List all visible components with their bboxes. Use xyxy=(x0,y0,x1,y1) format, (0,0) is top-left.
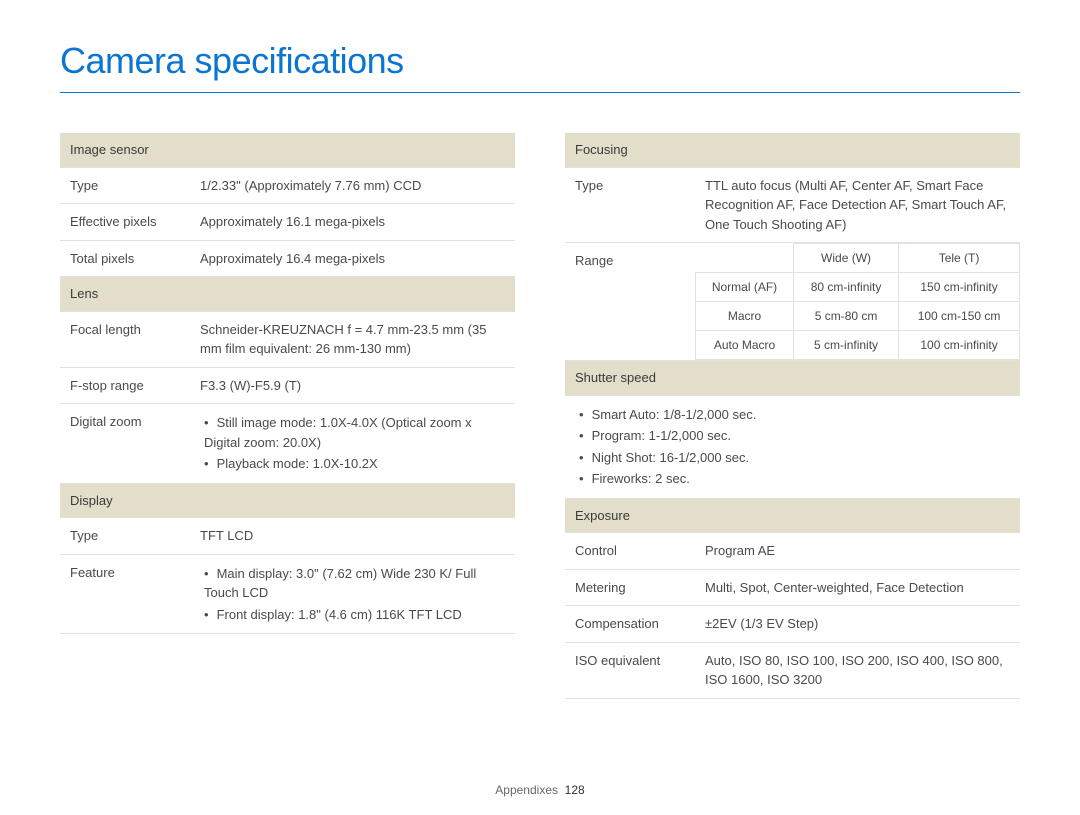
spec-label: Total pixels xyxy=(60,240,190,277)
table-cell: 150 cm-infinity xyxy=(899,273,1020,302)
spec-value: Auto, ISO 80, ISO 100, ISO 200, ISO 400,… xyxy=(695,642,1020,698)
table-cell xyxy=(696,244,794,273)
spec-label: Compensation xyxy=(565,606,695,643)
section-header: Exposure xyxy=(565,498,1020,533)
spec-value: Approximately 16.4 mega-pixels xyxy=(190,240,515,277)
spec-label: Digital zoom xyxy=(60,404,190,484)
section-header: Lens xyxy=(60,277,515,312)
list-item: Program: 1-1/2,000 sec. xyxy=(579,425,1010,447)
spec-value: F3.3 (W)-F5.9 (T) xyxy=(190,367,515,404)
list-item: Main display: 3.0" (7.62 cm) Wide 230 K/… xyxy=(204,563,505,604)
spec-label: Control xyxy=(565,533,695,570)
spec-value: Schneider-KREUZNACH f = 4.7 mm-23.5 mm (… xyxy=(190,311,515,367)
table-cell: 100 cm-infinity xyxy=(899,331,1020,360)
list-item: Front display: 1.8" (4.6 cm) 116K TFT LC… xyxy=(204,604,505,626)
page-footer: Appendixes 128 xyxy=(0,783,1080,797)
spec-label: Effective pixels xyxy=(60,204,190,241)
spec-label: Type xyxy=(60,167,190,204)
list-item: Playback mode: 1.0X-10.2X xyxy=(204,453,505,475)
spec-value: Approximately 16.1 mega-pixels xyxy=(190,204,515,241)
spec-value: Wide (W) Tele (T) Normal (AF) 80 cm-infi… xyxy=(695,243,1020,361)
spec-label: Focal length xyxy=(60,311,190,367)
spec-columns: Image sensor Type1/2.33" (Approximately … xyxy=(60,133,1020,699)
table-cell: 5 cm-80 cm xyxy=(794,302,899,331)
spec-label: Metering xyxy=(565,569,695,606)
spec-value: TTL auto focus (Multi AF, Center AF, Sma… xyxy=(695,167,1020,243)
spec-value: Program AE xyxy=(695,533,1020,570)
spec-label: F-stop range xyxy=(60,367,190,404)
page-number: 128 xyxy=(565,783,585,797)
footer-label: Appendixes xyxy=(495,783,558,797)
spec-label: ISO equivalent xyxy=(565,642,695,698)
spec-label: Feature xyxy=(60,554,190,634)
table-cell: Auto Macro xyxy=(696,331,794,360)
list-item: Smart Auto: 1/8-1/2,000 sec. xyxy=(579,404,1010,426)
table-cell: Normal (AF) xyxy=(696,273,794,302)
right-column: Focusing TypeTTL auto focus (Multi AF, C… xyxy=(565,133,1020,699)
section-header: Display xyxy=(60,483,515,518)
spec-value: Main display: 3.0" (7.62 cm) Wide 230 K/… xyxy=(190,554,515,634)
spec-label: Type xyxy=(565,167,695,243)
left-column: Image sensor Type1/2.33" (Approximately … xyxy=(60,133,515,699)
spec-table-left: Image sensor Type1/2.33" (Approximately … xyxy=(60,133,515,634)
spec-value: Smart Auto: 1/8-1/2,000 sec. Program: 1-… xyxy=(565,395,1020,498)
list-item: Fireworks: 2 sec. xyxy=(579,468,1010,490)
spec-value: 1/2.33" (Approximately 7.76 mm) CCD xyxy=(190,167,515,204)
page-title: Camera specifications xyxy=(60,40,1020,93)
spec-value: TFT LCD xyxy=(190,518,515,555)
spec-value: Still image mode: 1.0X-4.0X (Optical zoo… xyxy=(190,404,515,484)
list-item: Still image mode: 1.0X-4.0X (Optical zoo… xyxy=(204,412,505,453)
spec-label: Range xyxy=(565,243,695,361)
table-cell: 100 cm-150 cm xyxy=(899,302,1020,331)
spec-value: ±2EV (1/3 EV Step) xyxy=(695,606,1020,643)
spec-table-right: Focusing TypeTTL auto focus (Multi AF, C… xyxy=(565,133,1020,699)
section-header: Focusing xyxy=(565,133,1020,167)
table-cell: Macro xyxy=(696,302,794,331)
table-cell: 80 cm-infinity xyxy=(794,273,899,302)
range-table: Wide (W) Tele (T) Normal (AF) 80 cm-infi… xyxy=(695,243,1020,360)
section-header: Shutter speed xyxy=(565,361,1020,396)
table-cell: Tele (T) xyxy=(899,244,1020,273)
table-cell: Wide (W) xyxy=(794,244,899,273)
spec-value: Multi, Spot, Center-weighted, Face Detec… xyxy=(695,569,1020,606)
table-cell: 5 cm-infinity xyxy=(794,331,899,360)
section-header: Image sensor xyxy=(60,133,515,167)
spec-label: Type xyxy=(60,518,190,555)
list-item: Night Shot: 16-1/2,000 sec. xyxy=(579,447,1010,469)
